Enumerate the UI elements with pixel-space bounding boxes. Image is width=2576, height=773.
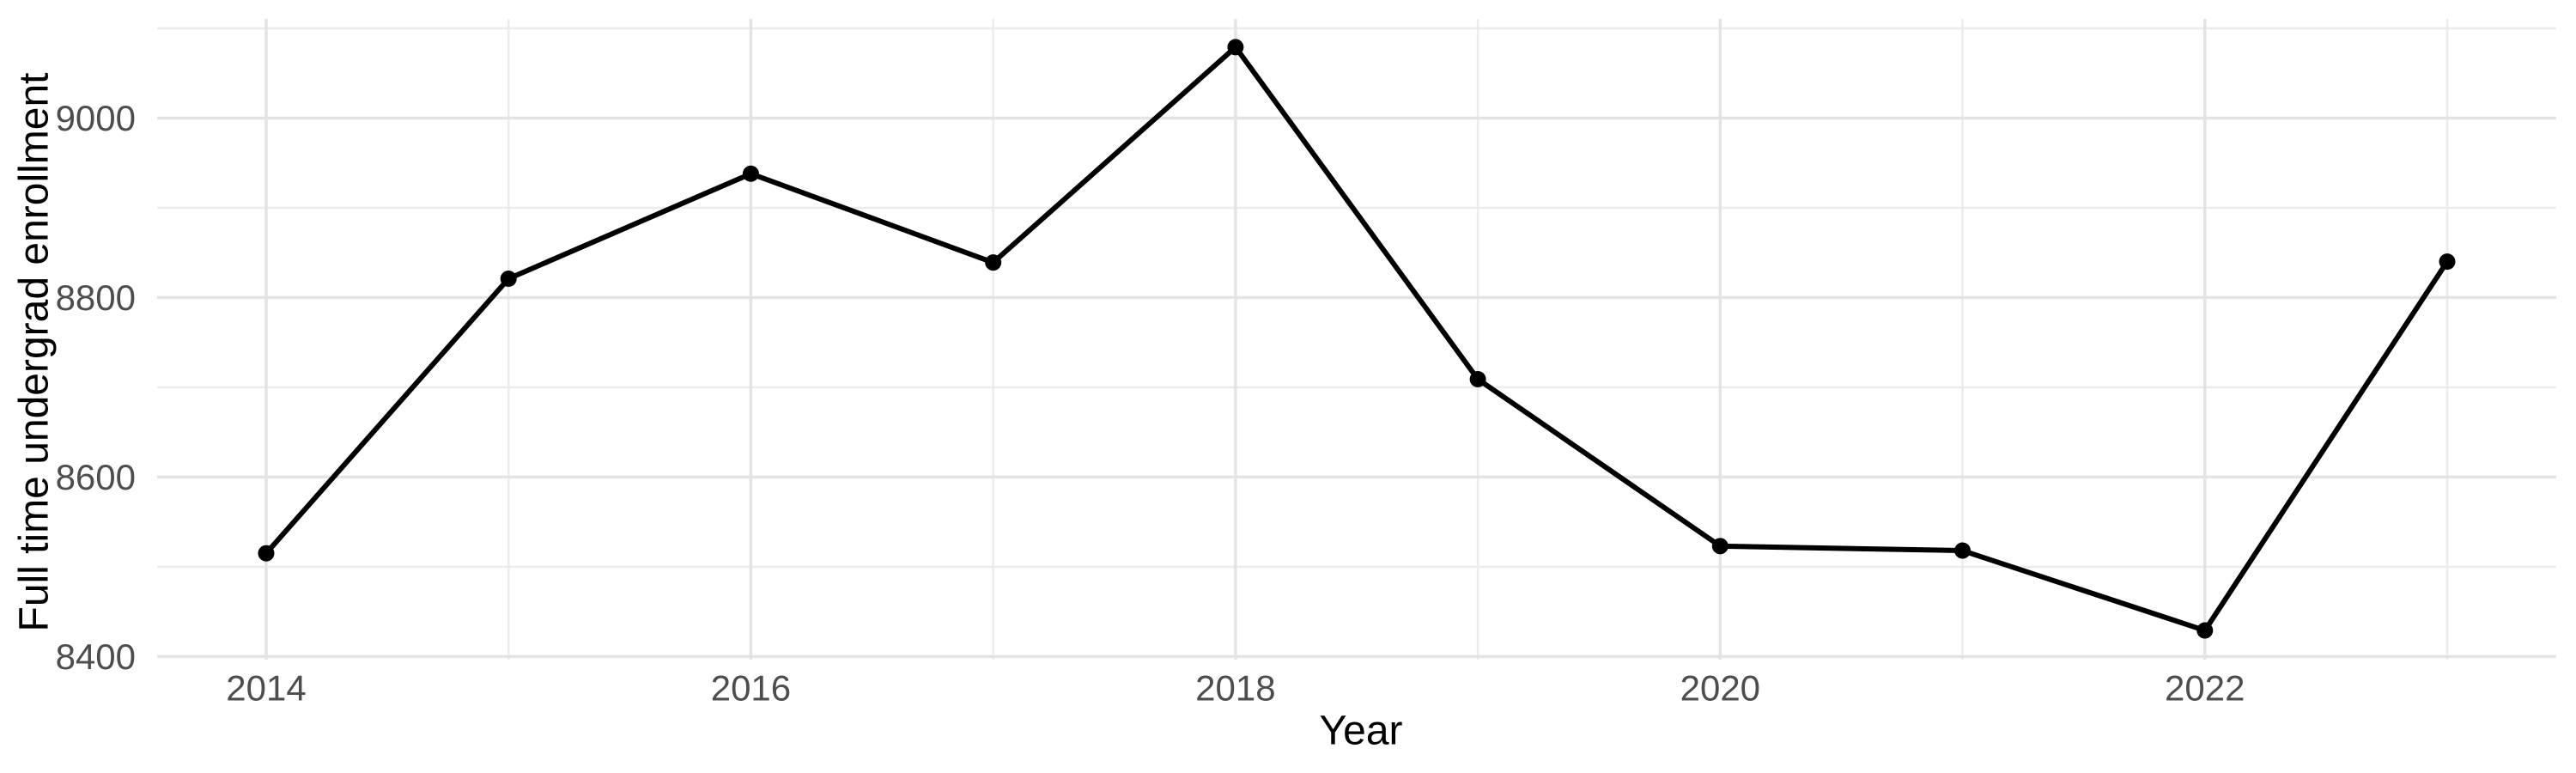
data-point-2016 [742,165,759,182]
data-point-2023 [2439,253,2456,271]
data-point-2020 [1711,538,1728,555]
x-tick-label: 2018 [1195,668,1275,709]
y-tick-label: 9000 [56,98,136,138]
data-point-2015 [500,270,517,287]
x-tick-label: 2014 [226,668,306,709]
data-point-2014 [258,545,275,562]
data-point-2022 [2196,622,2214,639]
x-tick-label: 2016 [711,668,791,709]
data-point-2019 [1469,370,1486,387]
enrollment-trend-line [264,44,2450,634]
data-point-2021 [1954,542,1971,559]
x-axis-title: Year [1319,708,1403,754]
y-tick-label: 8600 [56,457,136,497]
x-tick-label: 2022 [2165,668,2245,709]
x-tick-label: 2020 [1680,668,1760,709]
y-axis-title: Full time undergrad enrollment [11,72,58,632]
y-tick-label: 8400 [56,636,136,677]
data-point-2018 [1227,39,1244,56]
y-tick-label: 8800 [56,277,136,318]
data-point-2017 [985,254,1002,271]
